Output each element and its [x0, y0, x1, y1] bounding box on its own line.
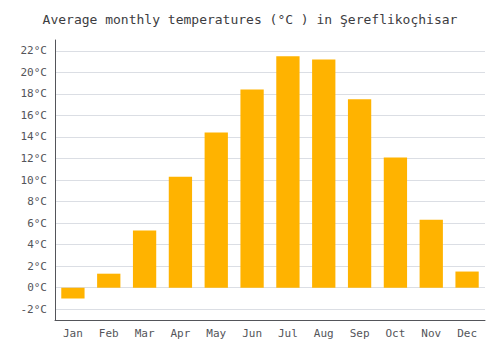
svg-text:Dec: Dec	[457, 327, 477, 340]
svg-text:4°C: 4°C	[27, 238, 47, 251]
svg-text:Sep: Sep	[350, 327, 370, 340]
svg-text:12°C: 12°C	[21, 152, 48, 165]
svg-text:Oct: Oct	[385, 327, 405, 340]
svg-text:0°C: 0°C	[27, 281, 47, 294]
svg-text:2°C: 2°C	[27, 260, 47, 273]
svg-text:Jul: Jul	[278, 327, 298, 340]
svg-text:Jun: Jun	[242, 327, 262, 340]
svg-text:Nov: Nov	[421, 327, 441, 340]
svg-text:20°C: 20°C	[21, 66, 48, 79]
svg-text:22°C: 22°C	[21, 44, 48, 57]
svg-text:14°C: 14°C	[21, 130, 48, 143]
svg-text:Jan: Jan	[63, 327, 83, 340]
svg-text:18°C: 18°C	[21, 87, 48, 100]
svg-text:8°C: 8°C	[27, 195, 47, 208]
svg-text:Average monthly temperatures (: Average monthly temperatures (°C ) in Şe…	[43, 12, 458, 27]
svg-text:Mar: Mar	[135, 327, 155, 340]
svg-text:May: May	[206, 327, 226, 340]
svg-text:Feb: Feb	[99, 327, 119, 340]
svg-text:16°C: 16°C	[21, 109, 48, 122]
svg-text:10°C: 10°C	[21, 174, 48, 187]
svg-text:6°C: 6°C	[27, 217, 47, 230]
svg-text:Aug: Aug	[314, 327, 334, 340]
svg-text:Apr: Apr	[170, 327, 190, 340]
svg-text:-2°C: -2°C	[21, 303, 48, 316]
